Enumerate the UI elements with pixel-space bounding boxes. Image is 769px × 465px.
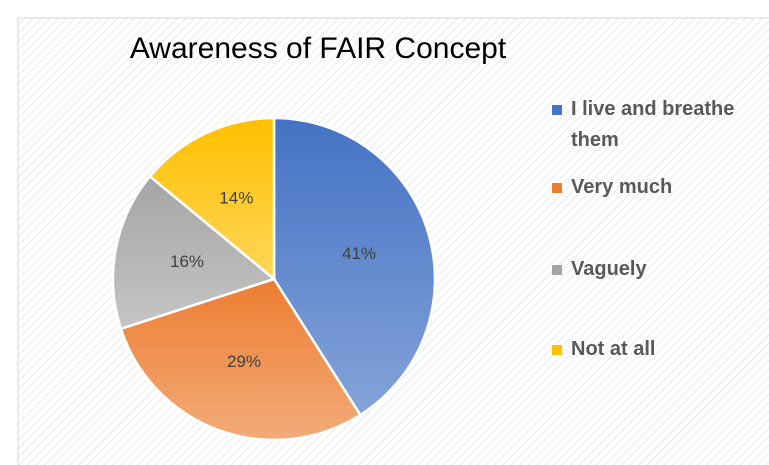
legend-swatch <box>552 183 562 193</box>
legend-label: Vaguely <box>571 258 647 280</box>
legend-label: Very much <box>571 176 673 198</box>
pie-slice <box>148 116 276 282</box>
legend-item: I live and breathe them <box>552 94 767 156</box>
legend-swatch <box>552 265 562 275</box>
legend-label: Not at all <box>571 338 656 360</box>
pie-slice <box>111 174 277 331</box>
legend-item: Very much <box>552 172 767 203</box>
legend-item: Vaguely <box>552 254 767 285</box>
pie-slice <box>119 277 362 442</box>
legend-item: Not at all <box>552 334 767 365</box>
legend-label: I live and breathe them <box>571 98 735 151</box>
data-label: 16% <box>170 252 204 271</box>
legend-swatch <box>552 345 562 355</box>
chart-title: Awareness of FAIR Concept <box>130 32 507 65</box>
data-label: 14% <box>219 188 253 207</box>
pie: 41% 29% 16% 14% <box>111 116 437 442</box>
data-label: 29% <box>227 352 261 371</box>
legend-swatch <box>552 105 562 115</box>
legend: I live and breathe them Very much Vaguely N… <box>552 94 767 365</box>
data-label: 41% <box>342 244 376 263</box>
